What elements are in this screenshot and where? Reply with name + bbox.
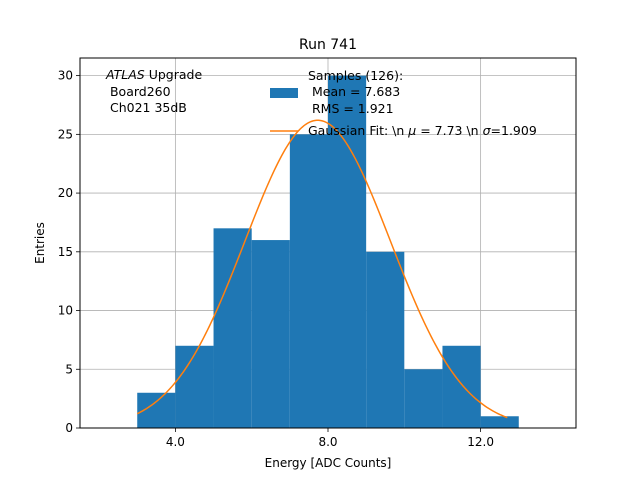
- x-tick-label: 4.0: [166, 435, 185, 449]
- histogram-bar: [480, 416, 519, 428]
- annotation-atlas: ATLAS: [105, 67, 145, 82]
- y-axis-ticks: 0 5 10 15 20 25 30: [58, 69, 80, 435]
- legend-mean: Mean = 7.683: [308, 84, 400, 99]
- y-tick-label: 10: [58, 304, 73, 318]
- gaussian-fit: [136, 119, 508, 419]
- histogram-bar: [328, 75, 367, 428]
- y-tick-label: 20: [58, 186, 73, 200]
- svg-text:ATLAS Upgrade: ATLAS Upgrade: [105, 67, 202, 82]
- histogram-bar: [442, 345, 481, 428]
- histogram-bars: [137, 75, 519, 428]
- chart-title: Run 741: [299, 37, 357, 53]
- x-axis-label: Energy [ADC Counts]: [265, 456, 392, 470]
- histogram-bar: [251, 240, 290, 428]
- annotation-upgrade: Upgrade: [145, 67, 203, 82]
- annotation-board: Board260: [106, 84, 171, 99]
- histogram-bar: [175, 345, 214, 428]
- y-tick-label: 25: [58, 127, 73, 141]
- y-axis-label: Entries: [33, 222, 47, 264]
- histogram-bar: [289, 134, 328, 428]
- x-tick-label: 12.0: [467, 435, 494, 449]
- y-tick-label: 0: [65, 421, 73, 435]
- legend-fit-label: Gaussian Fit: \n μ = 7.73 \n σ=1.909: [308, 123, 537, 138]
- y-tick-label: 30: [58, 69, 73, 83]
- histogram-bar: [213, 228, 252, 428]
- x-tick-label: 8.0: [318, 435, 337, 449]
- y-tick-label: 5: [65, 362, 73, 376]
- atlas-annotation: ATLAS Upgrade Board260 Ch021 35dB: [105, 67, 202, 115]
- y-tick-label: 15: [58, 245, 73, 259]
- annotation-channel: Ch021 35dB: [106, 100, 187, 115]
- legend-rms: RMS = 1.921: [308, 101, 394, 116]
- gaussian-fit-line: [136, 119, 508, 419]
- histogram-bar: [366, 251, 405, 428]
- legend: Samples (126): Mean = 7.683 RMS = 1.921 …: [270, 68, 537, 138]
- x-axis-ticks: 4.0 8.0 12.0: [166, 428, 494, 449]
- histogram-bar: [404, 369, 443, 428]
- legend-samples: Samples (126):: [308, 68, 403, 83]
- legend-bar-swatch: [270, 88, 298, 98]
